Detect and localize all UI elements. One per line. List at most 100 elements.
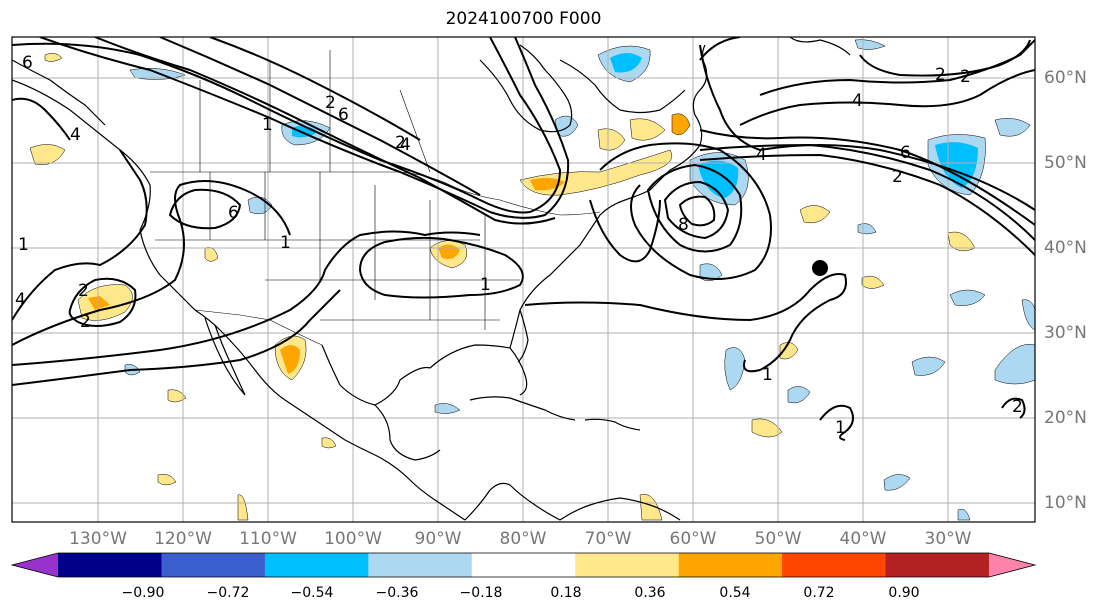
contour-line xyxy=(819,404,855,441)
colorbar-swatch xyxy=(885,553,990,577)
lon-tick-label: 50°W xyxy=(754,529,802,549)
colorbar-tick-label: 0.90 xyxy=(888,585,920,601)
colorbar-swatch xyxy=(58,553,162,577)
contour-line xyxy=(524,273,847,373)
anomaly-fill-layer xyxy=(29,39,1035,521)
contour-label: 4 xyxy=(70,125,81,145)
cold-anomaly-patch xyxy=(957,508,971,521)
cold-anomaly-patch xyxy=(1021,299,1035,331)
lat-tick-label: 40°N xyxy=(1044,238,1087,258)
contour-label: 1 xyxy=(762,365,773,385)
contour-label: 1 xyxy=(262,115,273,135)
warm-anomaly-patch xyxy=(799,205,831,224)
cold-anomaly-patch xyxy=(724,347,746,391)
colorbar-swatch xyxy=(575,553,680,577)
contour-line xyxy=(663,180,730,240)
coastline-east-us xyxy=(509,169,671,349)
contour-line xyxy=(589,199,661,263)
coastline-pacific-north xyxy=(12,79,221,331)
contour-line xyxy=(12,180,291,346)
lat-tick-label: 50°N xyxy=(1044,153,1087,173)
lon-tick-label: 130°W xyxy=(69,529,127,549)
contour-label: 2 xyxy=(78,281,89,301)
warm-anomaly-patch xyxy=(779,342,799,360)
contour-label: 2 xyxy=(1012,397,1023,417)
coastline-florida xyxy=(517,309,529,363)
warm-anomaly-patch xyxy=(204,247,219,262)
colorbar-tick-label: −0.72 xyxy=(206,585,250,601)
coastline-labrador xyxy=(559,59,686,114)
warm-anomaly-patch xyxy=(157,474,177,486)
coastline-south-america xyxy=(559,497,681,521)
colorbar xyxy=(10,552,1037,578)
lon-tick-label: 40°W xyxy=(839,529,887,549)
lon-tick-label: 80°W xyxy=(499,529,547,549)
warm-anomaly-patch xyxy=(861,275,885,289)
warm-anomaly-patch xyxy=(671,113,691,136)
map-frame xyxy=(11,36,1036,523)
colorbar-tick-label: 0.18 xyxy=(550,585,582,601)
lon-tick-label: 100°W xyxy=(324,529,382,549)
graticule xyxy=(12,37,1035,522)
province-lines xyxy=(199,50,431,173)
contour-label: 1 xyxy=(835,418,846,438)
contour-label: 1 xyxy=(18,235,29,255)
cold-anomaly-patch xyxy=(698,160,739,198)
cold-anomaly-patch xyxy=(857,223,877,235)
cold-anomaly-patch xyxy=(911,356,946,376)
colorbar-swatch xyxy=(368,553,473,577)
colorbar-swatch xyxy=(161,553,266,577)
contour-label: 2 xyxy=(960,67,971,87)
colorbar-swatch xyxy=(264,553,369,577)
colorbar-outline xyxy=(10,552,1037,578)
warm-anomaly-patch xyxy=(597,128,626,151)
contour-label: 2 xyxy=(80,312,91,332)
cold-anomaly-patch xyxy=(610,53,642,73)
coastline-central-america xyxy=(464,482,561,521)
coastline-greenland xyxy=(789,37,851,56)
coastline-cuba xyxy=(469,396,576,421)
contour-line xyxy=(168,188,242,230)
lon-tick-label: 60°W xyxy=(669,529,717,549)
contour-label: 6 xyxy=(338,105,349,125)
contour-line xyxy=(12,37,562,214)
contour-label: 1 xyxy=(280,233,291,253)
cold-anomaly-patch xyxy=(994,344,1035,385)
contour-line xyxy=(209,37,421,141)
colorbar-extend-low xyxy=(12,553,58,577)
warm-anomaly-patch xyxy=(629,118,666,141)
contour-label: 4 xyxy=(400,135,411,155)
coastline-baja xyxy=(204,317,246,396)
contour-label: 4 xyxy=(15,290,26,310)
storm-center-marker xyxy=(812,260,828,276)
contour-line xyxy=(159,37,481,196)
contour-line xyxy=(12,149,148,321)
political-boundary-layer xyxy=(150,50,601,346)
contour-line xyxy=(699,37,1035,126)
coastline-hispaniola xyxy=(584,418,641,431)
contour-label: 6 xyxy=(22,53,33,73)
contour-line xyxy=(859,39,1031,77)
contour-line xyxy=(699,44,1035,211)
contour-line xyxy=(94,37,556,225)
colorbar-tick-label: 0.36 xyxy=(634,585,666,601)
lon-tick-label: 90°W xyxy=(414,529,462,549)
contour-label: 2 xyxy=(935,65,946,85)
warm-anomaly-patch xyxy=(639,494,663,521)
colorbar-tick-label: 0.54 xyxy=(719,585,751,601)
cold-anomaly-patch xyxy=(699,263,723,282)
colorbar-tick-label: −0.54 xyxy=(290,585,334,601)
warm-anomaly-patch xyxy=(321,437,337,449)
contour-line xyxy=(699,153,1035,256)
coastline-hudson-bay xyxy=(479,44,573,133)
contour-label: 2 xyxy=(892,167,903,187)
warm-anomaly-patch xyxy=(280,345,300,374)
lon-tick-label: 30°W xyxy=(924,529,972,549)
contour-line xyxy=(39,37,570,219)
coastline-mexico-west xyxy=(219,329,466,521)
warm-anomaly-patch xyxy=(29,144,66,165)
contour-line xyxy=(12,230,481,366)
warm-anomaly-patch xyxy=(751,418,783,438)
contour-line xyxy=(68,277,137,327)
